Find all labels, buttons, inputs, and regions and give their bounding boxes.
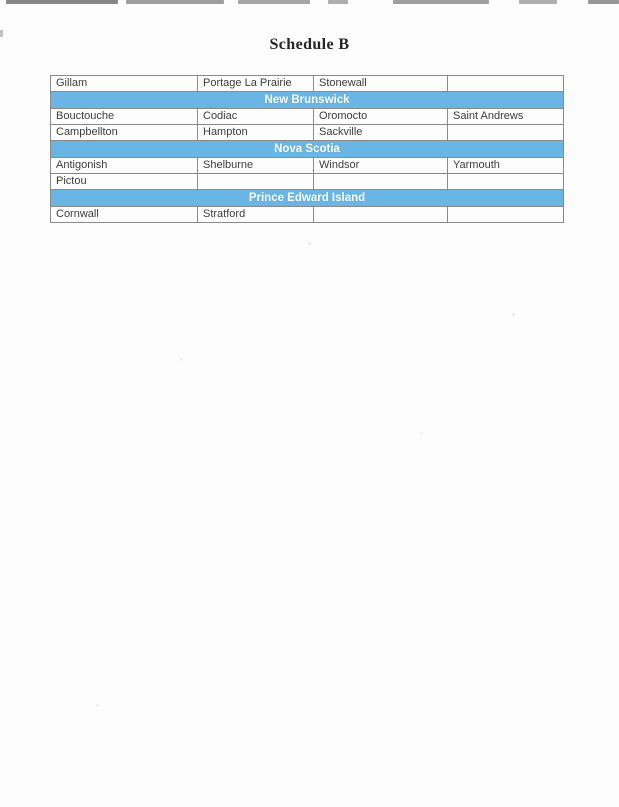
city-row: Bouctouche Codiac Oromocto Saint Andrews	[50, 108, 564, 125]
scan-speck	[420, 432, 423, 435]
empty-cell	[447, 124, 564, 141]
city-cell: Oromocto	[313, 108, 448, 125]
province-header-row: Prince Edward Island	[50, 189, 564, 207]
province-header-row: New Brunswick	[50, 91, 564, 109]
scan-artifact-left-mark	[0, 30, 3, 37]
empty-cell	[313, 173, 448, 190]
city-cell: Hampton	[197, 124, 314, 141]
city-cell: Portage La Prairie	[197, 75, 314, 92]
province-header-prince-edward-island: Prince Edward Island	[50, 189, 564, 207]
city-cell: Codiac	[197, 108, 314, 125]
empty-cell	[197, 173, 314, 190]
scan-speck	[180, 358, 183, 361]
city-row: Pictou	[50, 173, 564, 190]
empty-cell	[447, 206, 564, 223]
city-cell: Campbellton	[50, 124, 198, 141]
city-cell: Gillam	[50, 75, 198, 92]
page-title: Schedule B	[269, 36, 350, 53]
city-row: Campbellton Hampton Sackville	[50, 124, 564, 141]
scan-speck	[96, 704, 99, 707]
schedule-table: Gillam Portage La Prairie Stonewall New Bru…	[50, 75, 564, 223]
city-cell: Sackville	[313, 124, 448, 141]
city-row: Antigonish Shelburne Windsor Yarmouth	[50, 157, 564, 174]
city-row: Gillam Portage La Prairie Stonewall	[50, 75, 564, 92]
province-header-nova-scotia: Nova Scotia	[50, 140, 564, 158]
city-cell: Pictou	[50, 173, 198, 190]
empty-cell	[447, 75, 564, 92]
empty-cell	[447, 173, 564, 190]
province-header-new-brunswick: New Brunswick	[50, 91, 564, 109]
empty-cell	[313, 206, 448, 223]
province-header-row: Nova Scotia	[50, 140, 564, 158]
city-cell: Shelburne	[197, 157, 314, 174]
city-cell: Cornwall	[50, 206, 198, 223]
city-cell: Stratford	[197, 206, 314, 223]
city-cell: Bouctouche	[50, 108, 198, 125]
city-row: Cornwall Stratford	[50, 206, 564, 223]
scan-speck	[512, 313, 515, 316]
city-cell: Stonewall	[313, 75, 448, 92]
scan-speck	[308, 242, 311, 245]
city-cell: Antigonish	[50, 157, 198, 174]
scan-artifact-top-edge	[0, 0, 619, 6]
schedule-table-body: Gillam Portage La Prairie Stonewall New Bru…	[50, 75, 564, 223]
city-cell: Windsor	[313, 157, 448, 174]
city-cell: Yarmouth	[447, 157, 564, 174]
city-cell: Saint Andrews	[447, 108, 564, 125]
